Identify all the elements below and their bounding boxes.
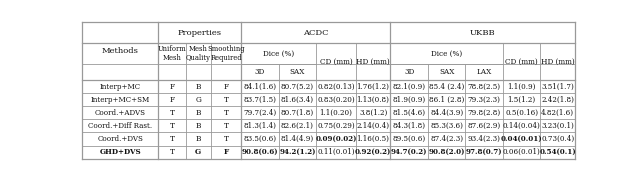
Text: 87.4(2.3): 87.4(2.3) (430, 135, 463, 143)
Text: GHD+DVS: GHD+DVS (100, 148, 141, 156)
Text: G: G (195, 148, 202, 156)
Text: 0.73(0.4): 0.73(0.4) (541, 135, 574, 143)
Text: T: T (223, 122, 228, 130)
Text: 79.3(2.3): 79.3(2.3) (468, 96, 500, 104)
Text: 85.3(3.6): 85.3(3.6) (430, 122, 463, 130)
Text: Coord.+Diff Rast.: Coord.+Diff Rast. (88, 122, 152, 130)
Text: 79.7(2.4): 79.7(2.4) (243, 109, 276, 117)
Text: 84.4(3.9): 84.4(3.9) (430, 109, 463, 117)
Text: Dice (%): Dice (%) (431, 50, 462, 58)
Text: SAX: SAX (439, 68, 454, 76)
Text: 85.4 (2.4): 85.4 (2.4) (429, 83, 464, 91)
Text: 84.3(1.8): 84.3(1.8) (393, 122, 426, 130)
Text: 1.1(0.9): 1.1(0.9) (508, 83, 536, 91)
Text: B: B (195, 109, 201, 117)
Text: 0.11(0.01): 0.11(0.01) (317, 148, 355, 156)
Text: 2.14(0.4): 2.14(0.4) (356, 122, 390, 130)
Text: 1.5(1.2): 1.5(1.2) (508, 96, 536, 104)
Text: 81.5(4.6): 81.5(4.6) (393, 109, 426, 117)
Text: T: T (170, 135, 174, 143)
Text: 83.7(1.5): 83.7(1.5) (243, 96, 276, 104)
Text: T: T (170, 148, 174, 156)
Text: 0.04(0.01): 0.04(0.01) (501, 135, 543, 143)
Text: 89.5(0.6): 89.5(0.6) (392, 135, 426, 143)
Text: 82.1(0.9): 82.1(0.9) (393, 83, 426, 91)
Text: UKBB: UKBB (470, 29, 495, 37)
Text: 1.76(1.2): 1.76(1.2) (356, 83, 390, 91)
Text: Coord.+DVS: Coord.+DVS (97, 135, 143, 143)
Text: 0.92(0.2): 0.92(0.2) (355, 148, 391, 156)
Text: CD (mm): CD (mm) (505, 58, 538, 66)
Text: 81.4(4.9): 81.4(4.9) (281, 135, 314, 143)
Text: 0.06(0.01): 0.06(0.01) (503, 148, 541, 156)
Text: 3D: 3D (255, 68, 265, 76)
Text: 81.6(3.4): 81.6(3.4) (281, 96, 314, 104)
Text: 97.8(0.7): 97.8(0.7) (466, 148, 502, 156)
Text: 3.51(1.7): 3.51(1.7) (541, 83, 574, 91)
Text: T: T (223, 135, 228, 143)
Text: 0.14(0.04): 0.14(0.04) (503, 122, 541, 130)
Text: T: T (170, 122, 174, 130)
Text: Properties: Properties (178, 29, 221, 37)
Text: 1.16(0.5): 1.16(0.5) (356, 135, 390, 143)
Text: T: T (223, 109, 228, 117)
Text: 0.82(0.13): 0.82(0.13) (317, 83, 355, 91)
Text: 78.8(2.5): 78.8(2.5) (468, 83, 500, 91)
Text: F: F (223, 83, 228, 91)
Text: Dice (%): Dice (%) (263, 50, 294, 58)
Text: 82.6(2.1): 82.6(2.1) (281, 122, 314, 130)
Text: Interp+MC: Interp+MC (100, 83, 141, 91)
Text: Smoothing
Required: Smoothing Required (207, 45, 244, 62)
Text: 80.7(1.8): 80.7(1.8) (281, 109, 314, 117)
Text: 0.54(0.1): 0.54(0.1) (540, 148, 576, 156)
Text: B: B (195, 83, 201, 91)
Text: 86.1 (2.8): 86.1 (2.8) (429, 96, 464, 104)
Text: F: F (170, 96, 175, 104)
Text: 81.3(1.4): 81.3(1.4) (243, 122, 276, 130)
Text: Mesh
Quality: Mesh Quality (186, 45, 211, 62)
Text: ACDC: ACDC (303, 29, 328, 37)
Text: Methods: Methods (102, 47, 139, 55)
Text: T: T (170, 109, 174, 117)
Text: CD (mm): CD (mm) (319, 58, 353, 66)
Text: B: B (195, 135, 201, 143)
Text: HD (mm): HD (mm) (356, 58, 390, 66)
Text: Interp+MC+SM: Interp+MC+SM (91, 96, 150, 104)
Text: 84.1(1.6): 84.1(1.6) (243, 83, 276, 91)
Text: 0.83(0.20): 0.83(0.20) (317, 96, 355, 104)
Text: 0.75(0.29): 0.75(0.29) (317, 122, 355, 130)
Text: G: G (195, 96, 201, 104)
Text: 80.7(5.2): 80.7(5.2) (281, 83, 314, 91)
Text: 94.2(1.2): 94.2(1.2) (279, 148, 316, 156)
Text: B: B (195, 122, 201, 130)
Text: 81.9(0.9): 81.9(0.9) (392, 96, 426, 104)
Text: Uniform
Mesh: Uniform Mesh (157, 45, 186, 62)
Text: 1.1(0.20): 1.1(0.20) (319, 109, 353, 117)
Text: F: F (170, 83, 175, 91)
Text: 83.5(0.6): 83.5(0.6) (243, 135, 276, 143)
Text: 94.7(0.2): 94.7(0.2) (391, 148, 428, 156)
Text: Coord.+ADVS: Coord.+ADVS (95, 109, 146, 117)
Text: 0.5(0.16): 0.5(0.16) (505, 109, 538, 117)
Text: F: F (223, 148, 228, 156)
Text: 93.4(2.3): 93.4(2.3) (468, 135, 500, 143)
Text: 90.8(2.0): 90.8(2.0) (428, 148, 465, 156)
Text: 3D: 3D (404, 68, 414, 76)
Text: 87.6(2.9): 87.6(2.9) (468, 122, 500, 130)
Text: 4.82(1.6): 4.82(1.6) (541, 109, 574, 117)
Text: 90.8(0.6): 90.8(0.6) (242, 148, 278, 156)
Text: 0.09(0.02): 0.09(0.02) (316, 135, 356, 143)
Text: 1.13(0.8): 1.13(0.8) (356, 96, 390, 104)
Text: LAX: LAX (477, 68, 492, 76)
Text: 3.23(0.1): 3.23(0.1) (541, 122, 574, 130)
Text: 3.8(1.2): 3.8(1.2) (359, 109, 387, 117)
Text: 79.8(2.8): 79.8(2.8) (468, 109, 500, 117)
Text: 2.42(1.8): 2.42(1.8) (541, 96, 574, 104)
Text: SAX: SAX (290, 68, 305, 76)
Text: T: T (223, 96, 228, 104)
Text: HD (mm): HD (mm) (541, 58, 575, 66)
